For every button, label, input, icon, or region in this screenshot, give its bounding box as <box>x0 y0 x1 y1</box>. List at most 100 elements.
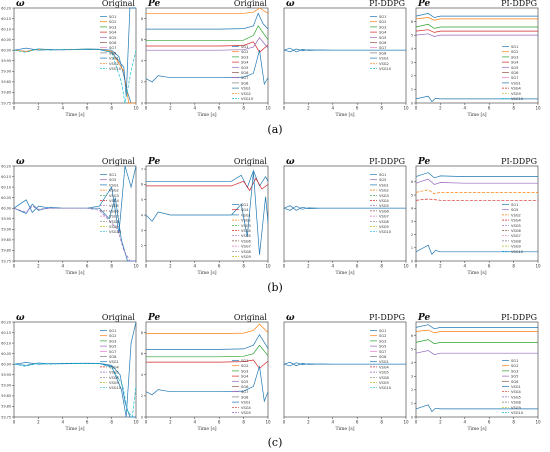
chart-10-legend-sg6: SG6 <box>241 385 249 389</box>
chart-9-xtick-label: 10 <box>133 420 139 425</box>
chart-7-legend-vsg1: VSG1 <box>379 183 389 187</box>
chart-11-legend-vsg10: VSG10 <box>379 386 392 390</box>
chart-1-legend-sg1: SG1 <box>109 15 116 19</box>
chart-5-xtick-label: 10 <box>133 264 139 269</box>
chart-10-legend-sg3: SG3 <box>241 369 248 373</box>
chart-4-legend-sg4: SG4 <box>511 61 519 65</box>
chart-7-legend-vsg5: VSG5 <box>379 204 389 208</box>
chart-8-xlabel: Time [s] <box>467 270 486 276</box>
chart-3-legend-vsg2: VSG2 <box>379 62 389 66</box>
chart-3-legend-sg7: SG7 <box>379 46 386 50</box>
chart-8-ytick-label: 5 <box>411 193 413 197</box>
chart-7-xtick-label: 8 <box>380 264 383 269</box>
chart-2-series-sg2 <box>146 7 269 14</box>
chart-4-ytick-label: 5 <box>411 33 413 37</box>
chart-1-frame <box>13 7 137 104</box>
chart-11-xtick-label: 0 <box>283 420 286 425</box>
chart-8-legend-vsg6: VSG6 <box>511 229 522 233</box>
chart-11-legend-sg2: SG2 <box>379 334 386 338</box>
chart-4-ylabel: Pe <box>417 0 431 9</box>
chart-5-legend-vsg7: VSG7 <box>109 215 119 219</box>
row-label-a: (a) <box>267 123 282 136</box>
row-label-b: (b) <box>267 281 283 294</box>
chart-7-legend-vsg3: VSG3 <box>379 194 389 198</box>
chart-7-series-vsg1 <box>283 205 406 211</box>
chart-4-legend-vsg4: VSG4 <box>511 87 522 91</box>
chart-1-legend-sg7: SG7 <box>109 46 116 50</box>
chart-10-legend-sg4: SG4 <box>241 375 249 379</box>
chart-3-xtick-label: 0 <box>283 106 286 111</box>
chart-11-ylabel: ω <box>286 313 295 323</box>
chart-7-legend-vsg10: VSG10 <box>379 230 392 234</box>
chart-1-ylabel: ω <box>16 0 25 9</box>
chart-3-xtick-label: 4 <box>332 106 335 111</box>
chart-8-series-sg5 <box>415 178 538 185</box>
row-label-c: (c) <box>268 436 283 449</box>
chart-4-series-sg1 <box>415 13 538 18</box>
chart-4-series-vsg1 <box>415 95 538 103</box>
chart-9-ytick-label: 59.90 <box>1 384 11 388</box>
chart-3-legend-sg4: SG4 <box>379 31 387 35</box>
chart-2-legend-vsg10: VSG10 <box>241 97 254 101</box>
chart-12-xtick-label: 4 <box>464 420 467 425</box>
chart-2-legend-sg4: SG4 <box>241 61 249 65</box>
chart-10-ytick-label: 4 <box>141 373 143 377</box>
chart-4-ytick-label: 1 <box>411 88 413 92</box>
chart-8-ytick-label: 6 <box>411 180 413 184</box>
chart-1-xtick-label: 8 <box>110 106 113 111</box>
chart-12-legend-vsg9: VSG9 <box>511 406 522 410</box>
chart-10-legend-vsg4: VSG4 <box>241 406 252 410</box>
chart-5-legend-vsg10: VSG10 <box>109 230 122 234</box>
chart-3-legend-sg2: SG2 <box>379 20 386 24</box>
chart-7-frame <box>283 165 407 262</box>
chart-4-ytick-label: 6 <box>411 20 413 24</box>
chart-12-ytick-label: 1 <box>411 402 413 406</box>
chart-2-legend-sg5: SG5 <box>241 66 248 70</box>
chart-8-ytick-label: 2 <box>411 233 413 237</box>
chart-5-ytick-label: 60.00 <box>1 207 11 211</box>
chart-5-legend-vsg5: VSG5 <box>109 204 119 208</box>
chart-5-legend-sg1: SG1 <box>109 173 116 177</box>
chart-5-ytick-label: 59.75 <box>1 259 11 263</box>
chart-5-ytick-label: 60.15 <box>1 175 11 179</box>
chart-12-series-sg1 <box>415 324 538 330</box>
chart-8-xtick-label: 10 <box>535 264 541 269</box>
chart-4-xtick-label: 4 <box>464 106 467 111</box>
chart-10-frame <box>145 321 269 418</box>
chart-2-legend-sg2: SG2 <box>241 50 248 54</box>
chart-1-xtick-label: 0 <box>13 106 16 111</box>
chart-10-legend-vsg1: VSG1 <box>241 401 251 405</box>
chart-12-ylabel: Pe <box>417 313 431 323</box>
chart-8-legend-vsg10: VSG10 <box>511 250 524 254</box>
chart-10-legend-sg1: SG1 <box>241 359 248 363</box>
chart-5-xtick-label: 4 <box>62 264 65 269</box>
chart-5-ytick-label: 59.80 <box>1 249 11 253</box>
chart-1-ytick-label: 60.10 <box>1 27 11 31</box>
chart-9-ylabel: ω <box>16 313 25 323</box>
chart-6-xtick-label: 2 <box>169 264 172 269</box>
chart-3-legend-sg5: SG5 <box>379 36 386 40</box>
chart-6-legend-vsg4: VSG4 <box>241 229 252 233</box>
chart-11-legend-sg3: SG3 <box>379 339 386 343</box>
chart-4-xtick-label: 6 <box>488 106 491 111</box>
chart-3-legend-sg8: SG8 <box>379 51 387 55</box>
chart-10-xlabel: Time [s] <box>197 426 216 432</box>
chart-9-ytick-label: 59.75 <box>1 415 11 419</box>
chart-6-ytick-label: 6 <box>141 183 143 187</box>
chart-5-xtick-label: 6 <box>86 264 89 269</box>
chart-2-legend-sg8: SG8 <box>241 81 249 85</box>
chart-7-legend-vsg6: VSG6 <box>379 209 390 213</box>
chart-6-legend-vsg5: VSG5 <box>241 234 251 238</box>
chart-9-series-vsg1 <box>13 321 137 418</box>
chart-10-xtick-label: 2 <box>169 420 172 425</box>
chart-1-ytick-label: 59.85 <box>1 80 11 84</box>
chart-7-title: PI-DDPG <box>369 157 405 166</box>
chart-11-xtick-label: 10 <box>403 420 409 425</box>
chart-2-series-sg4 <box>146 41 269 53</box>
chart-12-title: PI-DDPG <box>501 313 537 322</box>
chart-3-xtick-label: 8 <box>380 106 383 111</box>
chart-11-legend-vsg8: VSG8 <box>379 376 390 380</box>
chart-6-ytick-label: 7 <box>141 167 143 171</box>
chart-1-xlabel: Time [s] <box>65 112 84 118</box>
chart-2-xtick-label: 6 <box>218 106 221 111</box>
